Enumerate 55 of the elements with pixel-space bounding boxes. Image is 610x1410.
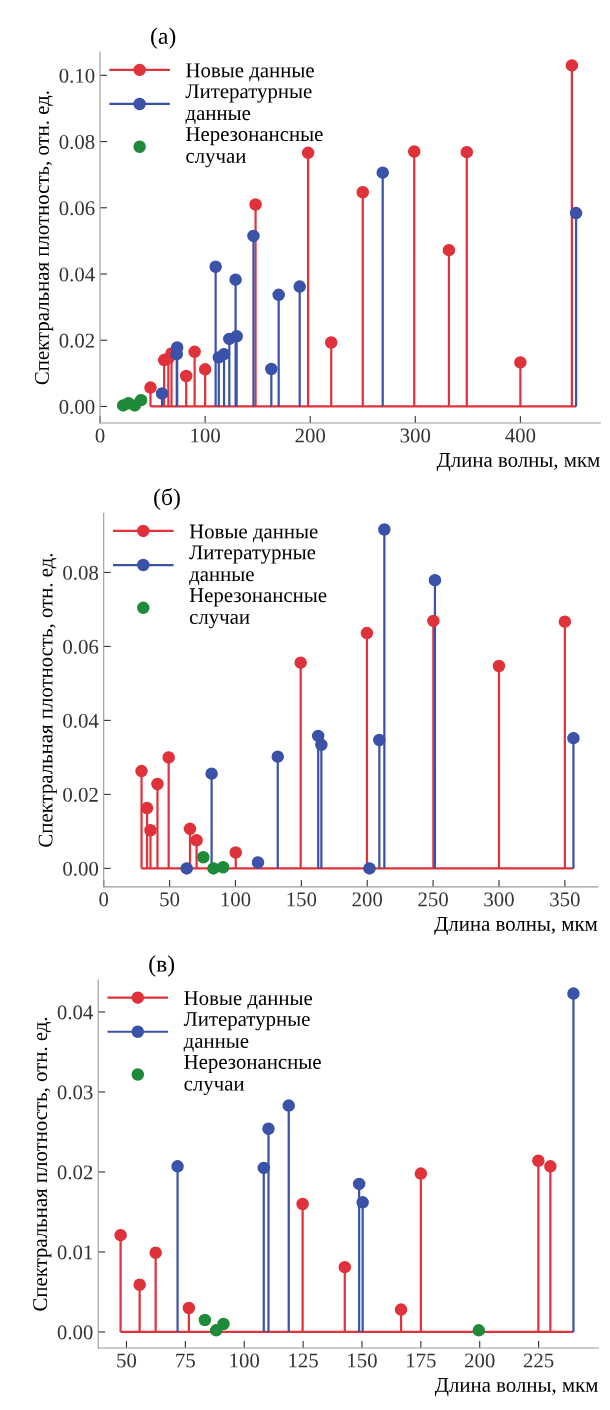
x-tick-label: 150	[348, 1353, 377, 1368]
legend-label: Новые данные	[184, 991, 313, 1009]
x-tick-label: 225	[523, 1353, 554, 1368]
y-tick-label: 0.10	[59, 68, 95, 83]
x-tick-label: 100	[230, 1353, 260, 1368]
x-tick-label: 200	[352, 892, 383, 907]
x-axis-title: Длина волны, мкм	[434, 1378, 598, 1397]
y-tick-label: 0.00	[57, 1325, 93, 1340]
y-tick-label: 0.04	[63, 713, 99, 728]
x-tick-label: 0	[99, 892, 109, 907]
y-axis-title: Спектральная плотность, отн. ед.	[34, 91, 54, 385]
x-tick-label: 300	[484, 892, 514, 907]
x-axis-title: Длина волны, мкм	[436, 453, 600, 472]
y-tick-label: 0.02	[63, 787, 98, 802]
x-tick-label: 150	[287, 892, 317, 907]
y-axis-title: Спектральная плотность, отн. ед.	[38, 553, 57, 847]
legend-label: Новые данные	[186, 63, 314, 82]
x-tick-label: 200	[295, 428, 326, 443]
y-tick-label: 0.04	[59, 267, 95, 282]
chart-title: (б)	[154, 488, 180, 510]
y-tick-label: 0.06	[59, 201, 95, 216]
legend-label: Литературные данные	[189, 545, 316, 586]
x-tick-label: 100	[221, 892, 251, 907]
y-tick-label: 0.06	[63, 639, 99, 654]
y-tick-label: 0.08	[59, 134, 95, 150]
x-tick-label: 100	[191, 428, 220, 443]
x-tick-label: 50	[160, 892, 180, 907]
x-tick-label: 50	[117, 1353, 137, 1368]
chart-title: (в)	[149, 955, 175, 977]
y-axis-title: Спектральная плотность, отн. ед.	[33, 1017, 52, 1311]
y-tick-label: 0.00	[59, 399, 95, 414]
chart-title: (а)	[151, 27, 176, 49]
y-tick-label: 0.08	[63, 565, 99, 580]
x-tick-label: 250	[418, 892, 448, 907]
x-tick-label: 175	[407, 1353, 436, 1368]
y-tick-label: 0.04	[57, 1005, 94, 1020]
x-tick-label: 125	[289, 1353, 318, 1368]
legend-label: Литературные данные	[183, 1012, 310, 1052]
y-tick-label: 0.00	[63, 861, 99, 876]
x-tick-label: 75	[176, 1353, 195, 1368]
x-tick-label: 0	[95, 428, 105, 443]
legend-label: Нерезонансные случаи	[189, 588, 327, 629]
x-tick-label: 200	[465, 1353, 495, 1368]
y-tick-label: 0.01	[57, 1245, 93, 1260]
x-tick-label: 400	[505, 428, 536, 443]
x-axis-title: Длина волны, мкм	[434, 917, 598, 936]
y-tick-label: 0.02	[57, 1165, 93, 1180]
y-tick-label: 0.02	[59, 333, 95, 348]
legend-label: Нерезонансные случаи	[184, 1055, 321, 1095]
x-tick-label: 350	[550, 892, 580, 907]
legend-label: Литературные данные	[185, 84, 312, 124]
x-tick-label: 300	[400, 428, 431, 443]
legend-label: Новые данные	[189, 524, 318, 543]
legend-label: Нерезонансные случаи	[186, 127, 323, 168]
y-tick-label: 0.03	[57, 1085, 93, 1100]
